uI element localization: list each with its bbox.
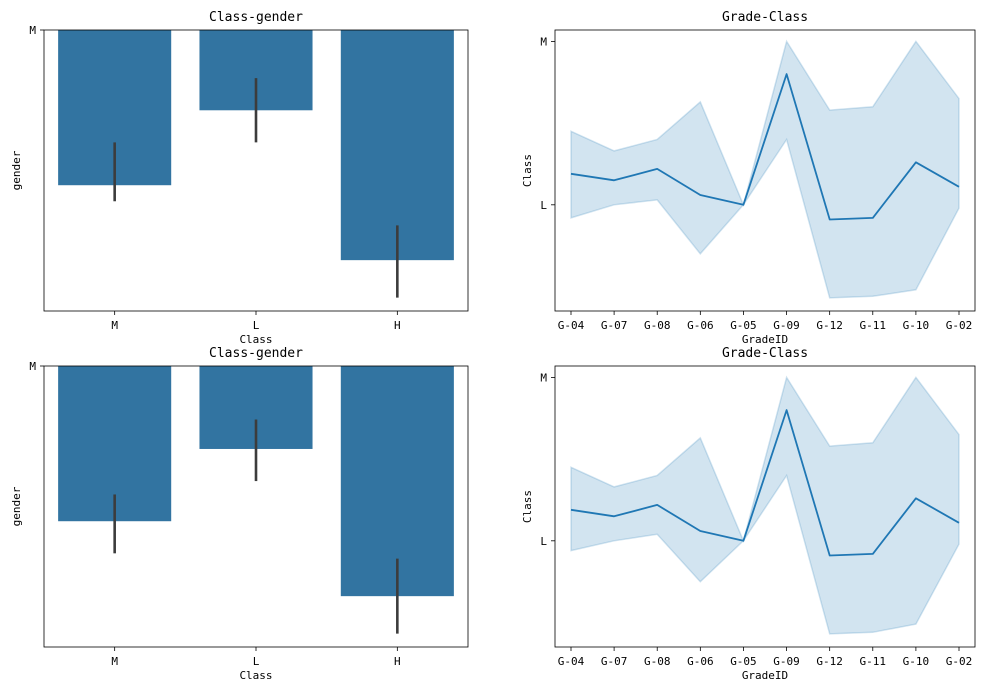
y-axis-label: Class <box>521 154 534 187</box>
confidence-band <box>570 39 960 299</box>
y-tick-label: L <box>540 535 547 548</box>
series-line <box>570 73 960 221</box>
series-line <box>570 409 960 557</box>
x-tick-label: G-06 <box>687 319 714 332</box>
x-tick-label: G-11 <box>860 655 887 668</box>
x-tick-label: M <box>111 319 118 332</box>
axes-frame <box>43 29 469 312</box>
x-tick-label: G-12 <box>816 655 843 668</box>
y-axis-label: gender <box>10 150 23 190</box>
y-tick-label: M <box>540 35 547 48</box>
chart-4-line-panel: Grade-Class G-04 G-07 G-08 G-06 G-05 G-09 G-12 G… <box>521 346 976 682</box>
x-tick-label: G-02 <box>946 319 973 332</box>
chart-2-line-panel: Grade-Class G-04 G-07 G-08 G-06 G-05 G-09 G-12 G… <box>521 10 976 346</box>
chart-title: Grade-Class <box>722 10 808 25</box>
x-tick-label: G-06 <box>687 655 714 668</box>
x-tick-label: G-09 <box>773 319 800 332</box>
x-tick-label: G-10 <box>903 319 930 332</box>
x-tick-label: G-04 <box>558 655 585 668</box>
chart-title: Grade-Class <box>722 346 808 361</box>
x-tick-label: G-05 <box>730 655 757 668</box>
x-tick-label: L <box>253 655 260 668</box>
confidence-band <box>570 375 960 635</box>
x-tick-label: G-09 <box>773 655 800 668</box>
chart-1-bar-panel: Class-gender M L H M Class gender <box>10 10 469 346</box>
x-tick-label: G-08 <box>644 319 671 332</box>
x-tick-label: M <box>111 655 118 668</box>
x-axis-label: Class <box>239 669 272 682</box>
x-tick-label: G-10 <box>903 655 930 668</box>
chart-title: Class-gender <box>209 10 303 25</box>
y-tick-label: M <box>540 371 547 384</box>
bar-H <box>340 366 454 597</box>
x-axis-label: GradeID <box>742 669 788 682</box>
chart-3-bar-panel: Class-gender M L H M Class gender <box>10 346 469 682</box>
x-tick-label: H <box>394 319 401 332</box>
axes-frame <box>554 365 976 648</box>
axes-frame <box>554 29 976 312</box>
x-tick-label: G-05 <box>730 319 757 332</box>
y-axis-label: Class <box>521 490 534 523</box>
x-axis-label: GradeID <box>742 333 788 346</box>
chart-title: Class-gender <box>209 346 303 361</box>
y-tick-label: L <box>540 199 547 212</box>
y-axis-label: gender <box>10 486 23 526</box>
y-tick-label: M <box>29 24 36 37</box>
x-tick-label: L <box>253 319 260 332</box>
x-tick-label: G-04 <box>558 319 585 332</box>
x-tick-label: G-12 <box>816 319 843 332</box>
x-tick-label: G-08 <box>644 655 671 668</box>
y-tick-label: M <box>29 360 36 373</box>
x-tick-label: G-07 <box>601 319 628 332</box>
x-tick-label: G-02 <box>946 655 973 668</box>
x-tick-label: H <box>394 655 401 668</box>
x-axis-label: Class <box>239 333 272 346</box>
axes-frame <box>43 365 469 648</box>
x-tick-label: G-07 <box>601 655 628 668</box>
bar-H <box>340 30 454 261</box>
x-tick-label: G-11 <box>860 319 887 332</box>
